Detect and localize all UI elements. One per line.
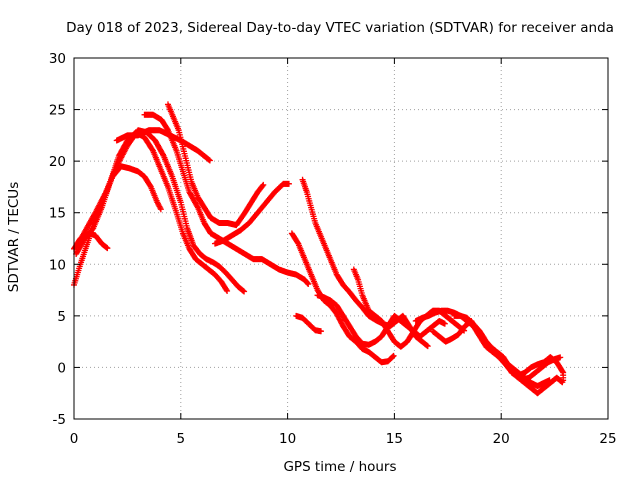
- series-track-12: [314, 292, 448, 348]
- data-point: [441, 320, 448, 327]
- plot-frame: [73, 57, 609, 420]
- y-tick-label: 10: [49, 257, 66, 273]
- data-point: [260, 181, 267, 188]
- data-point: [390, 352, 397, 359]
- axis-ticks: [73, 57, 609, 420]
- data-point: [206, 157, 213, 164]
- data-point: [241, 288, 248, 295]
- y-tick-label: -5: [53, 412, 66, 428]
- series-track-11: [293, 312, 324, 335]
- y-tick-label: 25: [49, 103, 66, 119]
- data-point: [223, 286, 230, 293]
- grid: [74, 58, 608, 419]
- x-tick-label: 20: [493, 431, 510, 447]
- data-point: [304, 280, 311, 287]
- data-point: [560, 377, 567, 384]
- x-tick-label: 25: [599, 431, 616, 447]
- x-tick-label: 10: [279, 431, 296, 447]
- data-point: [389, 353, 396, 360]
- series-track-17: [508, 354, 567, 384]
- y-tick-label: 0: [57, 360, 66, 376]
- x-tick-label: 15: [386, 431, 403, 447]
- data-point: [160, 151, 166, 158]
- x-tick-label: 5: [177, 431, 186, 447]
- data-point: [305, 281, 312, 288]
- data-point: [424, 343, 431, 350]
- y-axis-label: SDTVAR / TECUs: [6, 182, 22, 292]
- series-track-2: [71, 163, 164, 288]
- data-point: [224, 287, 231, 294]
- x-axis-label: GPS time / hours: [283, 459, 396, 475]
- y-tick-label: 5: [57, 309, 66, 325]
- data-point: [317, 328, 324, 335]
- y-tick-label: 30: [49, 51, 66, 67]
- data-point: [259, 182, 266, 189]
- data-point: [559, 368, 566, 375]
- series-track-9: [299, 176, 431, 350]
- series-track-7: [164, 101, 267, 229]
- data-point: [557, 354, 564, 361]
- series-track-8: [211, 180, 292, 247]
- data-point: [104, 245, 111, 252]
- y-tick-label: 15: [49, 206, 66, 222]
- series-track-10: [288, 230, 397, 366]
- x-tick-label: 0: [70, 431, 79, 447]
- data-point: [285, 180, 292, 187]
- data-points: [71, 101, 567, 397]
- y-tick-label: 20: [49, 154, 66, 170]
- chart-title: Day 018 of 2023, Sidereal Day-to-day VTE…: [66, 20, 614, 36]
- data-point: [157, 206, 164, 213]
- data-point: [194, 203, 201, 210]
- series-track-6: [141, 111, 312, 288]
